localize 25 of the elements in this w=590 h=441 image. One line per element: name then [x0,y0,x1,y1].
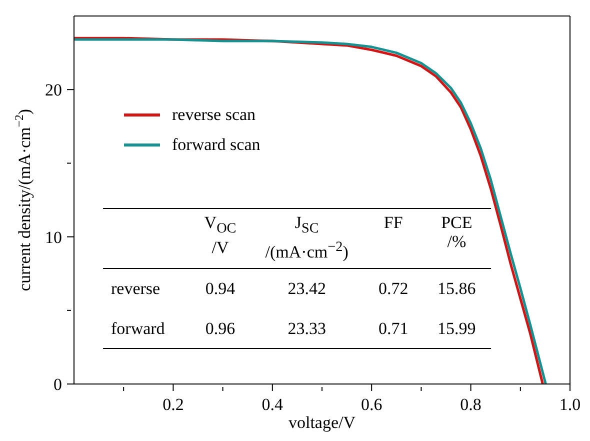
y-tick-label: 10 [45,228,62,247]
x-tick-label: 0.4 [262,395,284,414]
annotation: V$_{OC}$ /V [203,212,238,260]
x-axis-title: voltage/V [288,413,356,432]
annotation: PCE /% [440,212,474,253]
legend-label: reverse scan [172,105,256,125]
x-tick-label: 0.2 [162,395,184,414]
annotation: 23.33 [286,318,327,340]
annotation: J$_{SC}$ /(mA·cm$^{−2}$) [264,212,350,264]
legend-label: forward scan [172,135,260,155]
annotation: forward [110,318,166,340]
annotation: 0.96 [204,318,236,340]
annotation: 0.71 [378,318,410,340]
annotation: 15.99 [436,318,477,340]
annotation: FF [382,212,404,234]
annotation: 23.42 [286,278,327,300]
x-tick-label: 0.8 [460,395,482,414]
x-tick-label: 1.0 [559,395,581,414]
y-tick-label: 0 [54,375,62,394]
y-tick-label: 20 [45,80,62,100]
annotation: 0.94 [204,278,236,300]
annotation: 0.72 [378,278,410,300]
annotation: reverse [110,278,162,300]
annotation: 15.86 [436,278,477,300]
x-tick-label: 0.6 [360,395,382,414]
